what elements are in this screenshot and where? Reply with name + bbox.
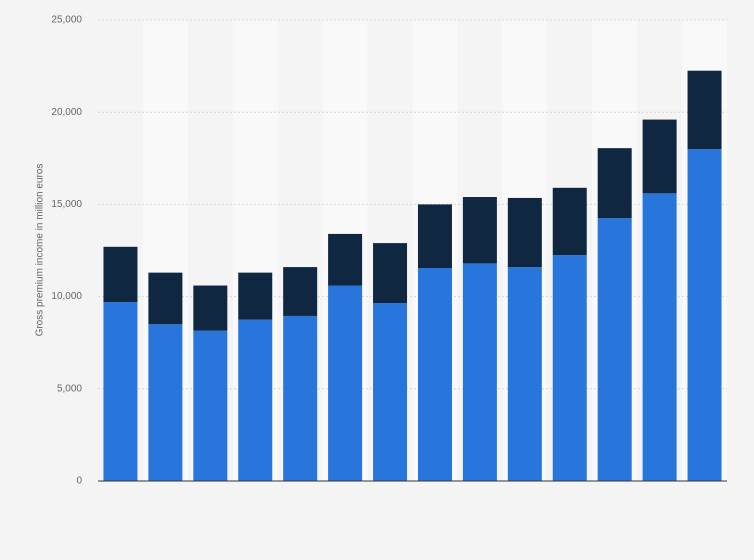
y-tick-label: 20,000: [51, 107, 82, 118]
bar-segment: [373, 243, 408, 304]
bar-segment: [462, 263, 497, 481]
bar-segment: [507, 267, 542, 481]
bar-segment: [328, 285, 363, 481]
bar-segment: [552, 255, 587, 481]
y-tick-label: 15,000: [51, 199, 82, 210]
bar-segment: [103, 246, 138, 303]
bar-segment: [642, 193, 677, 481]
y-tick-label: 0: [76, 476, 82, 487]
bar-segment: [507, 197, 542, 268]
bar-segment: [238, 319, 273, 481]
bar-segment: [193, 330, 228, 481]
bar-segment: [148, 324, 183, 481]
y-axis-title: Gross premium income in million euros: [35, 164, 46, 337]
bar-segment: [328, 233, 363, 286]
y-tick-label: 5,000: [57, 383, 82, 394]
bar-segment: [193, 285, 228, 331]
bar-segment: [373, 303, 408, 481]
y-tick-label: 25,000: [51, 15, 82, 26]
bar-segment: [283, 267, 318, 316]
bar-segment: [417, 204, 452, 269]
bar-segment: [597, 148, 632, 219]
y-tick-label: 10,000: [51, 291, 82, 302]
bar-segment: [687, 70, 722, 150]
bar-segment: [148, 272, 183, 325]
bar-segment: [597, 218, 632, 482]
bar-segment: [552, 187, 587, 256]
bar-segment: [687, 149, 722, 481]
bar-segment: [238, 272, 273, 320]
bar-segment: [103, 302, 138, 481]
bar-segment: [642, 119, 677, 194]
bar-segment: [417, 268, 452, 481]
bar-segment: [462, 197, 497, 264]
bar-segment: [283, 315, 318, 481]
